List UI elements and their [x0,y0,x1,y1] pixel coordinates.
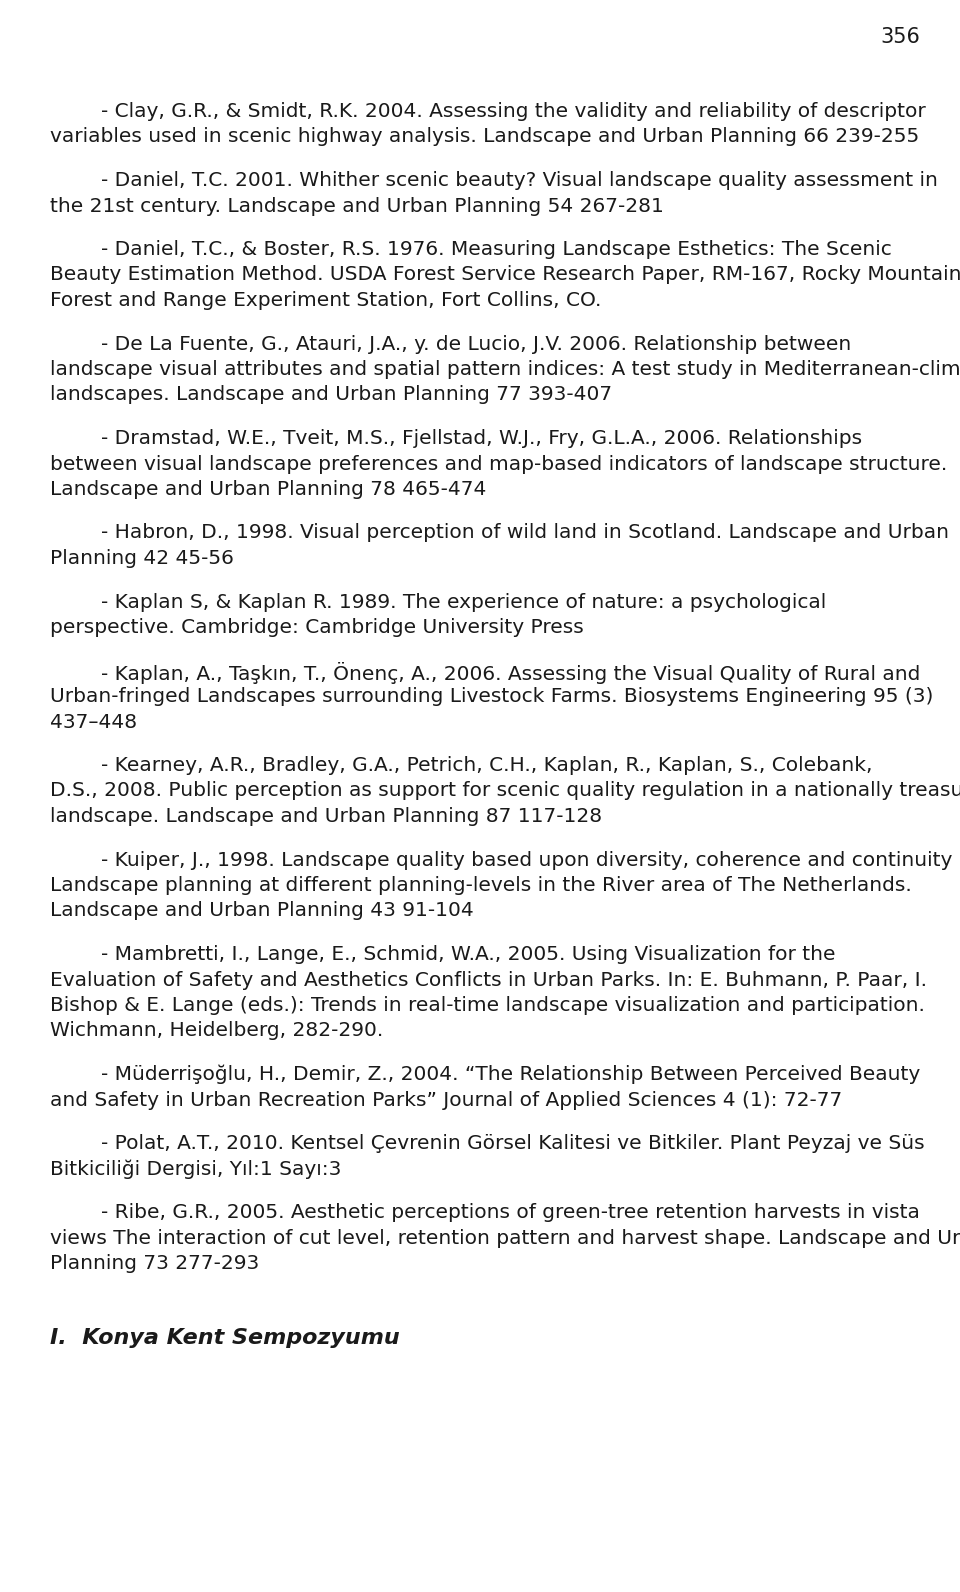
Text: landscapes. Landscape and Urban Planning 77 393-407: landscapes. Landscape and Urban Planning… [50,385,612,404]
Text: Beauty Estimation Method. USDA Forest Service Research Paper, RM-167, Rocky Moun: Beauty Estimation Method. USDA Forest Se… [50,266,960,285]
Text: I.  Konya Kent Sempozyumu: I. Konya Kent Sempozyumu [50,1328,399,1347]
Text: - Kearney, A.R., Bradley, G.A., Petrich, C.H., Kaplan, R., Kaplan, S., Colebank,: - Kearney, A.R., Bradley, G.A., Petrich,… [50,756,873,775]
Text: between visual landscape preferences and map-based indicators of landscape struc: between visual landscape preferences and… [50,454,948,473]
Text: Planning 42 45-56: Planning 42 45-56 [50,549,234,568]
Text: - Daniel, T.C., & Boster, R.S. 1976. Measuring Landscape Esthetics: The Scenic: - Daniel, T.C., & Boster, R.S. 1976. Mea… [50,240,892,259]
Text: views The interaction of cut level, retention pattern and harvest shape. Landsca: views The interaction of cut level, rete… [50,1229,960,1248]
Text: Landscape and Urban Planning 43 91-104: Landscape and Urban Planning 43 91-104 [50,901,473,920]
Text: Landscape planning at different planning-levels in the River area of The Netherl: Landscape planning at different planning… [50,876,912,895]
Text: Urban-fringed Landscapes surrounding Livestock Farms. Biosystems Engineering 95 : Urban-fringed Landscapes surrounding Liv… [50,688,933,705]
Text: landscape visual attributes and spatial pattern indices: A test study in Mediter: landscape visual attributes and spatial … [50,360,960,379]
Text: variables used in scenic highway analysis. Landscape and Urban Planning 66 239-2: variables used in scenic highway analysi… [50,127,920,146]
Text: - Kuiper, J., 1998. Landscape quality based upon diversity, coherence and contin: - Kuiper, J., 1998. Landscape quality ba… [50,850,952,869]
Text: D.S., 2008. Public perception as support for scenic quality regulation in a nati: D.S., 2008. Public perception as support… [50,782,960,801]
Text: landscape. Landscape and Urban Planning 87 117-128: landscape. Landscape and Urban Planning … [50,807,602,826]
Text: - Polat, A.T., 2010. Kentsel Çevrenin Görsel Kalitesi ve Bitkiler. Plant Peyzaj : - Polat, A.T., 2010. Kentsel Çevrenin Gö… [50,1134,924,1153]
Text: Wichmann, Heidelberg, 282-290.: Wichmann, Heidelberg, 282-290. [50,1022,383,1041]
Text: - Müderrişoğlu, H., Demir, Z., 2004. “The Relationship Between Perceived Beauty: - Müderrişoğlu, H., Demir, Z., 2004. “Th… [50,1065,921,1084]
Text: - Kaplan, A., Taşkın, T., Önenç, A., 2006. Assessing the Visual Quality of Rural: - Kaplan, A., Taşkın, T., Önenç, A., 200… [50,662,921,683]
Text: - Dramstad, W.E., Tveit, M.S., Fjellstad, W.J., Fry, G.L.A., 2006. Relationships: - Dramstad, W.E., Tveit, M.S., Fjellstad… [50,428,862,447]
Text: - De La Fuente, G., Atauri, J.A., y. de Lucio, J.V. 2006. Relationship between: - De La Fuente, G., Atauri, J.A., y. de … [50,334,852,353]
Text: Planning 73 277-293: Planning 73 277-293 [50,1254,259,1274]
Text: - Mambretti, I., Lange, E., Schmid, W.A., 2005. Using Visualization for the: - Mambretti, I., Lange, E., Schmid, W.A.… [50,946,835,965]
Text: - Clay, G.R., & Smidt, R.K. 2004. Assessing the validity and reliability of desc: - Clay, G.R., & Smidt, R.K. 2004. Assess… [50,102,925,121]
Text: the 21st century. Landscape and Urban Planning 54 267-281: the 21st century. Landscape and Urban Pl… [50,196,664,215]
Text: 356: 356 [880,27,920,48]
Text: Bitkiciliği Dergisi, Yıl:1 Sayı:3: Bitkiciliği Dergisi, Yıl:1 Sayı:3 [50,1159,342,1180]
Text: and Safety in Urban Recreation Parks” Journal of Applied Sciences 4 (1): 72-77: and Safety in Urban Recreation Parks” Jo… [50,1091,842,1110]
Text: - Daniel, T.C. 2001. Whither scenic beauty? Visual landscape quality assessment : - Daniel, T.C. 2001. Whither scenic beau… [50,170,938,189]
Text: - Habron, D., 1998. Visual perception of wild land in Scotland. Landscape and Ur: - Habron, D., 1998. Visual perception of… [50,524,949,543]
Text: Forest and Range Experiment Station, Fort Collins, CO.: Forest and Range Experiment Station, For… [50,291,601,310]
Text: Evaluation of Safety and Aesthetics Conflicts in Urban Parks. In: E. Buhmann, P.: Evaluation of Safety and Aesthetics Conf… [50,971,927,990]
Text: Landscape and Urban Planning 78 465-474: Landscape and Urban Planning 78 465-474 [50,481,487,498]
Text: - Kaplan S, & Kaplan R. 1989. The experience of nature: a psychological: - Kaplan S, & Kaplan R. 1989. The experi… [50,592,827,611]
Text: Bishop & E. Lange (eds.): Trends in real-time landscape visualization and partic: Bishop & E. Lange (eds.): Trends in real… [50,997,924,1016]
Text: 437–448: 437–448 [50,713,137,731]
Text: - Ribe, G.R., 2005. Aesthetic perceptions of green-tree retention harvests in vi: - Ribe, G.R., 2005. Aesthetic perception… [50,1204,920,1223]
Text: perspective. Cambridge: Cambridge University Press: perspective. Cambridge: Cambridge Univer… [50,618,584,637]
